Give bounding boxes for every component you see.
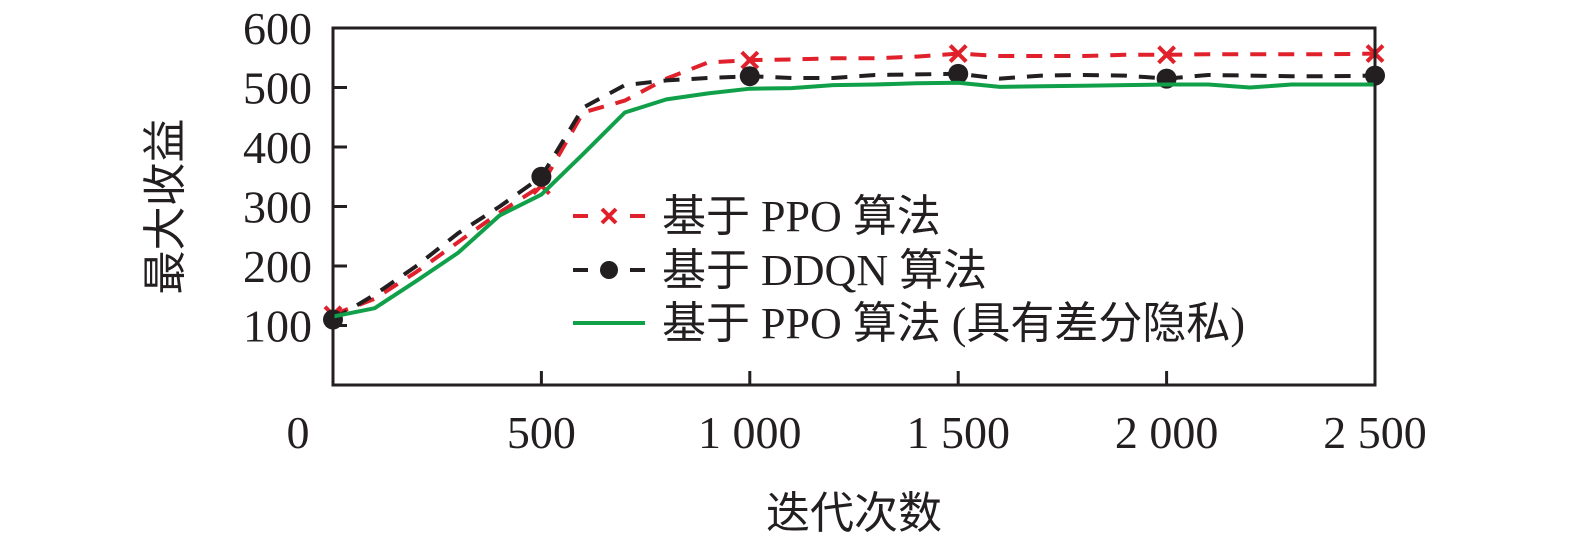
x-tick-label: 2 000	[1115, 407, 1219, 458]
y-tick-label: 200	[243, 241, 312, 292]
series-3	[332, 80, 1375, 319]
x-tick-label: 1 500	[906, 407, 1010, 458]
series-line	[332, 51, 1376, 317]
y-tick-label: 600	[243, 3, 312, 54]
legend-label: 基于 DDQN 算法	[662, 246, 987, 295]
legend-item: 基于 DDQN 算法	[573, 246, 987, 295]
data-point-marker	[1157, 45, 1177, 65]
x-tick-label: 500	[507, 407, 576, 458]
y-tick-label: 400	[243, 122, 312, 173]
series-line	[332, 80, 1375, 319]
x-tick-label: 2 500	[1323, 407, 1427, 458]
x-tick-label: 1 000	[698, 407, 802, 458]
legend-marker	[600, 207, 618, 225]
x-axis-title: 迭代次数	[766, 488, 942, 539]
legend-label: 基于 PPO 算法	[662, 192, 941, 241]
legend-label: 基于 PPO 算法 (具有差分隐私)	[662, 299, 1245, 348]
x-tick-label: 0	[287, 407, 310, 458]
y-tick-label: 100	[243, 301, 312, 352]
y-tick-label: 300	[243, 182, 312, 233]
marker-stroke	[948, 44, 968, 63]
data-point-marker	[948, 63, 969, 84]
series-line	[331, 71, 1376, 322]
data-point-marker	[531, 166, 552, 187]
data-point-marker	[740, 50, 760, 70]
marker-stroke	[1157, 45, 1177, 65]
legend-item: 基于 PPO 算法 (具有差分隐私)	[573, 299, 1245, 348]
y-axis: 100 200 300 400 500 600	[243, 3, 347, 352]
marker-stroke	[740, 50, 760, 70]
y-axis-title: 最大收益	[140, 119, 191, 295]
x-axis: 0 500 1 000 1 500 2 000 2 500	[287, 371, 1427, 458]
data-point-marker	[948, 44, 968, 63]
legend-item: 基于 PPO 算法	[573, 192, 941, 241]
y-tick-label: 500	[243, 63, 312, 114]
data-point-marker	[739, 66, 760, 87]
legend-marker	[600, 261, 618, 279]
